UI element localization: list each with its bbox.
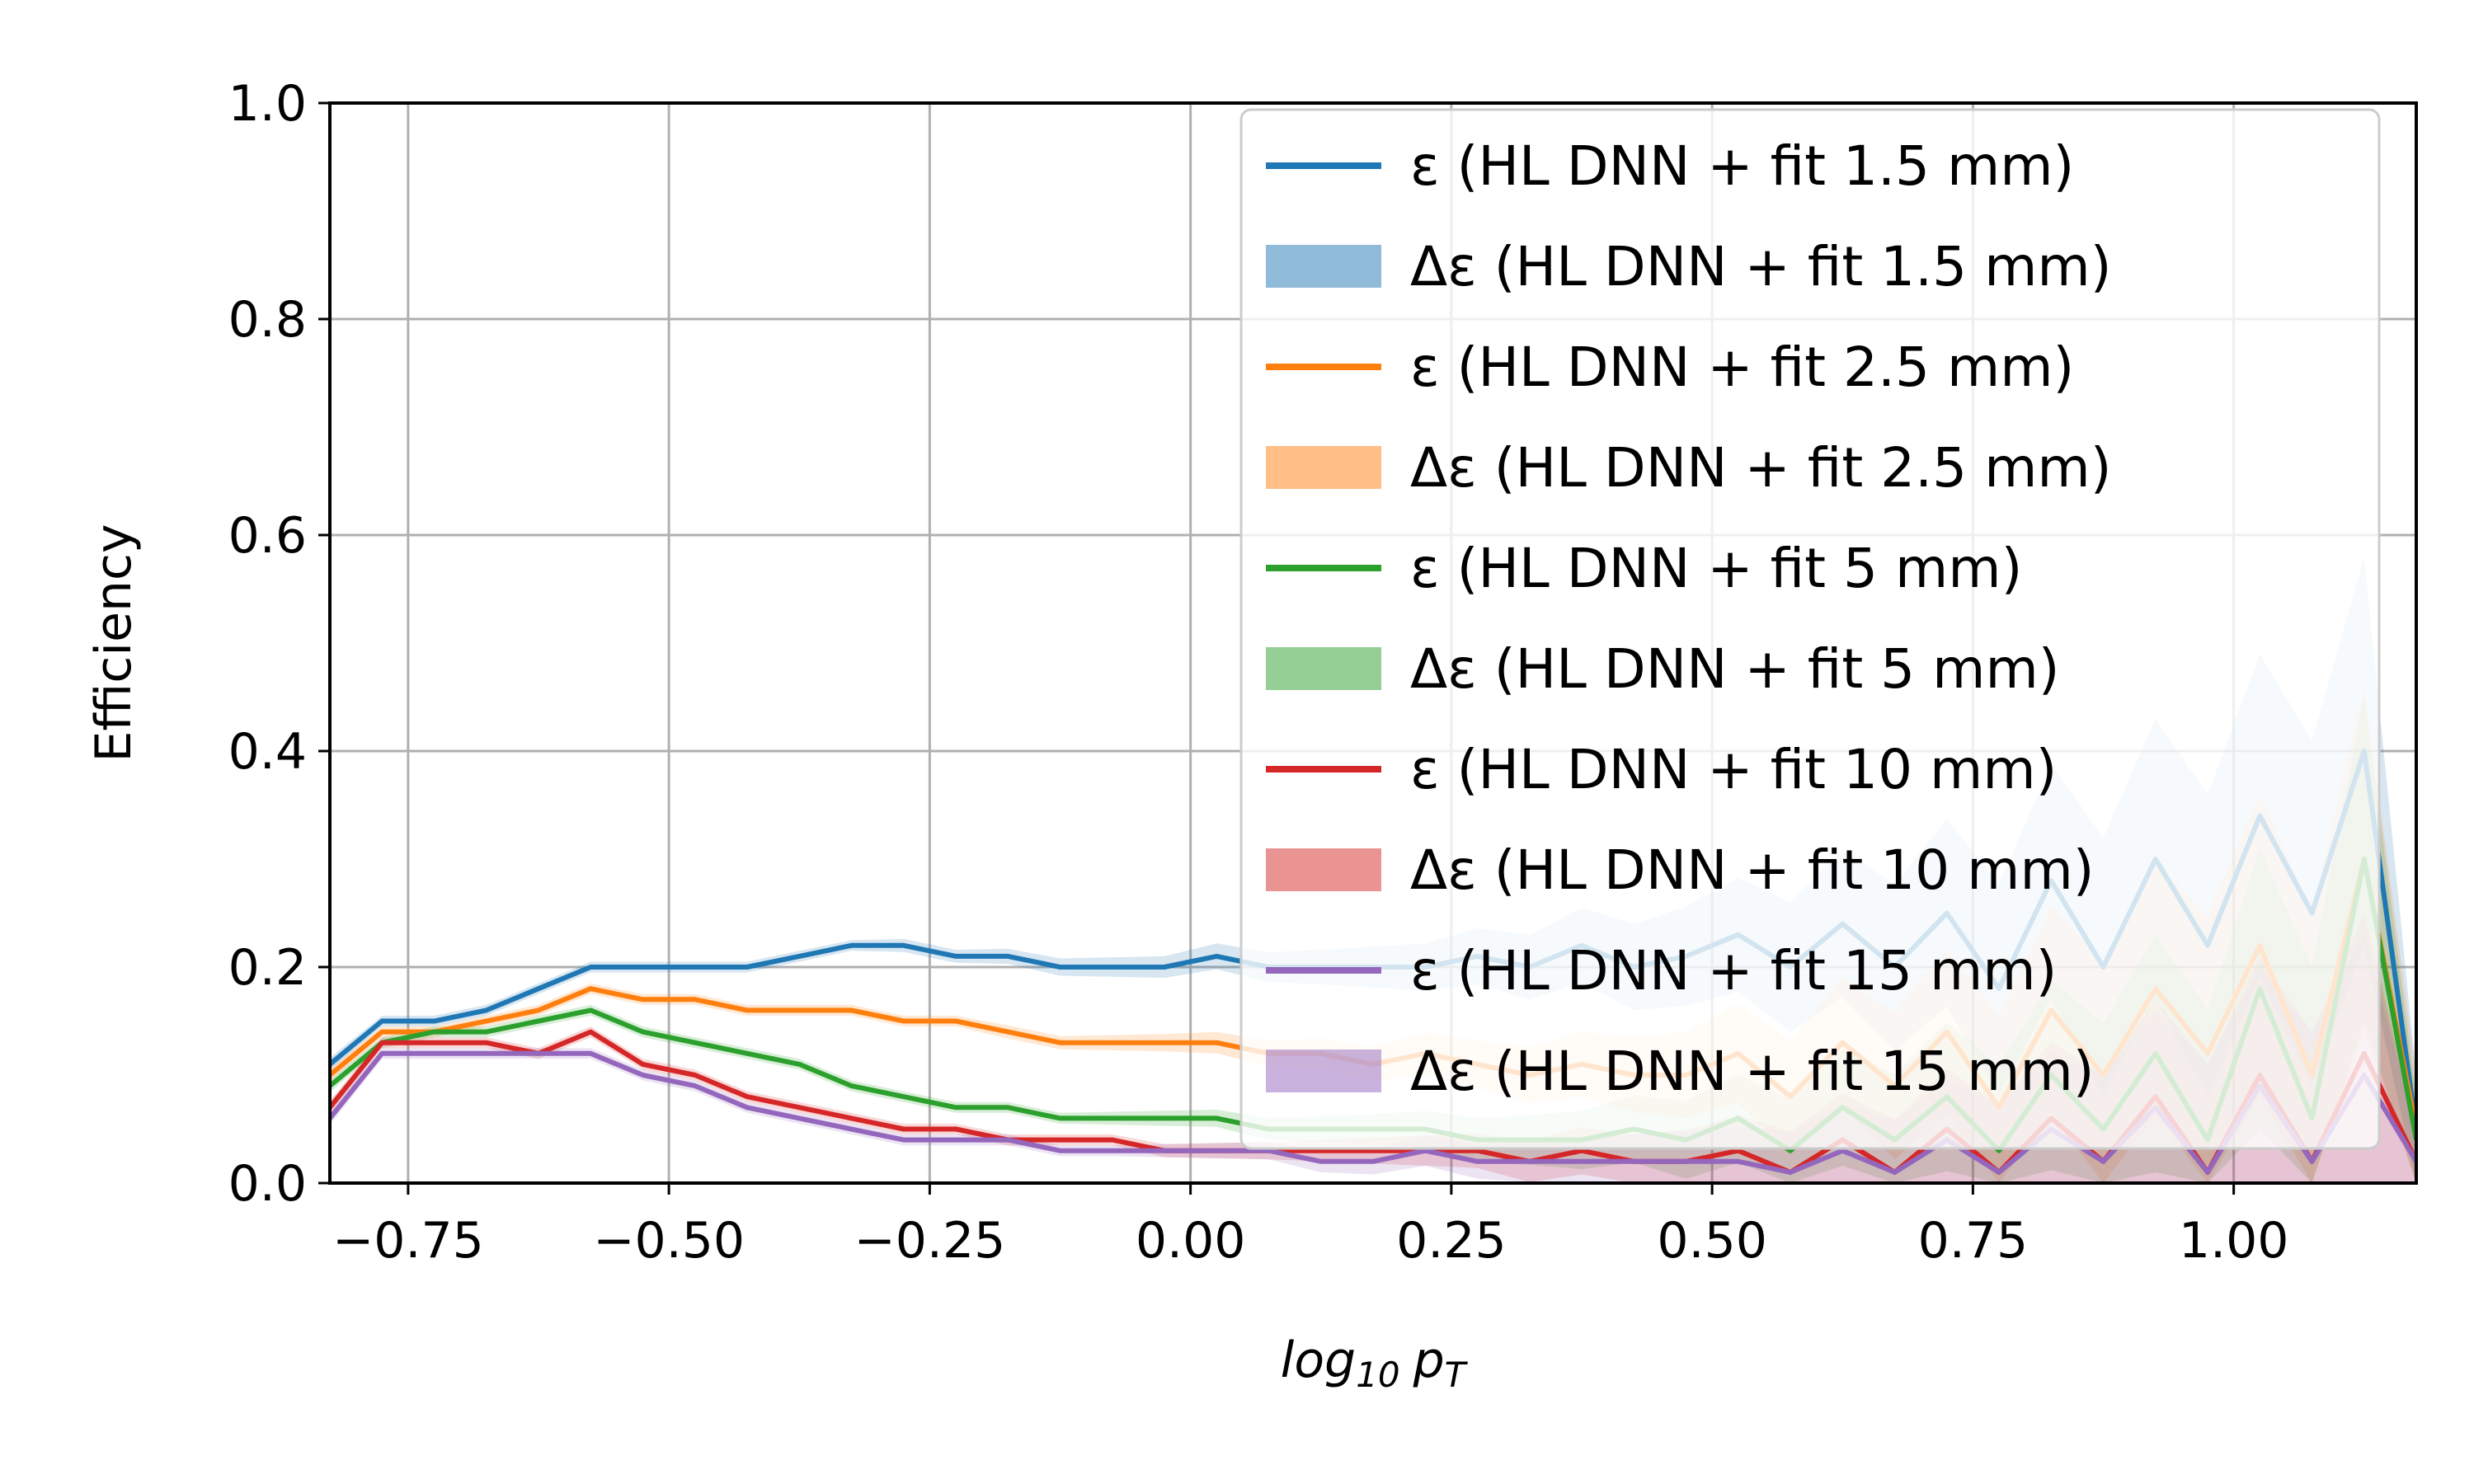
x-axis-title: log10 pT [1281,1331,1469,1395]
y-tick-label: 0.8 [228,291,307,349]
legend-label: Δε (HL DNN + fit 15 mm) [1410,1040,2094,1103]
legend-label: Δε (HL DNN + fit 1.5 mm) [1410,235,2111,298]
legend-label: Δε (HL DNN + fit 5 mm) [1410,637,2060,701]
plot-frame [328,101,2418,1185]
x-tick-label: −0.75 [332,1212,484,1270]
x-axis-title-p: p [1413,1331,1445,1389]
y-tick-label: 0.2 [228,939,307,997]
x-axis-title-log: log [1281,1331,1356,1389]
x-tick-label: 1.00 [2179,1212,2289,1270]
legend-label: Δε (HL DNN + fit 10 mm) [1410,838,2094,902]
legend-box [1239,108,2381,1150]
legend-label: ε (HL DNN + fit 1.5 mm) [1410,134,2074,198]
error-band-3 [330,913,2416,1183]
legend-swatch-band [1266,848,1381,891]
axis-ticks: −0.75 −0.50 −0.25 0.00 0.25 0.50 0.75 1.00 0.0 0.… [228,75,2289,1270]
y-tick-label: 0.4 [228,723,307,781]
x-tick-label: −0.50 [593,1212,745,1270]
legend: ε (HL DNN + fit 1.5 mm) Δε (HL DNN + fit … [1239,108,2381,1150]
legend-label: Δε (HL DNN + fit 2.5 mm) [1410,436,2111,500]
y-tick-label: 1.0 [228,75,307,133]
x-tick-label: 0.75 [1918,1212,2029,1270]
x-axis-title-sub: T [1445,1355,1469,1395]
x-tick-label: 0.00 [1136,1212,1246,1270]
legend-label: ε (HL DNN + fit 10 mm) [1410,738,2057,801]
x-axis-title-base: 10 [1356,1355,1399,1395]
legend-label: ε (HL DNN + fit 5 mm) [1410,537,2022,600]
legend-label: ε (HL DNN + fit 2.5 mm) [1410,336,2074,399]
legend-label: ε (HL DNN + fit 15 mm) [1410,939,2057,1003]
y-tick-label: 0.6 [228,507,307,565]
legend-swatch-band [1266,1050,1381,1092]
legend-swatch-band [1266,446,1381,489]
legend-swatch-band [1266,245,1381,288]
x-tick-label: 0.25 [1396,1212,1507,1270]
y-axis-title: Efficiency [85,524,143,762]
y-tick-label: 0.0 [228,1155,307,1213]
x-tick-label: 0.50 [1657,1212,1767,1270]
x-tick-label: −0.25 [854,1212,1005,1270]
legend-swatch-band [1266,647,1381,690]
